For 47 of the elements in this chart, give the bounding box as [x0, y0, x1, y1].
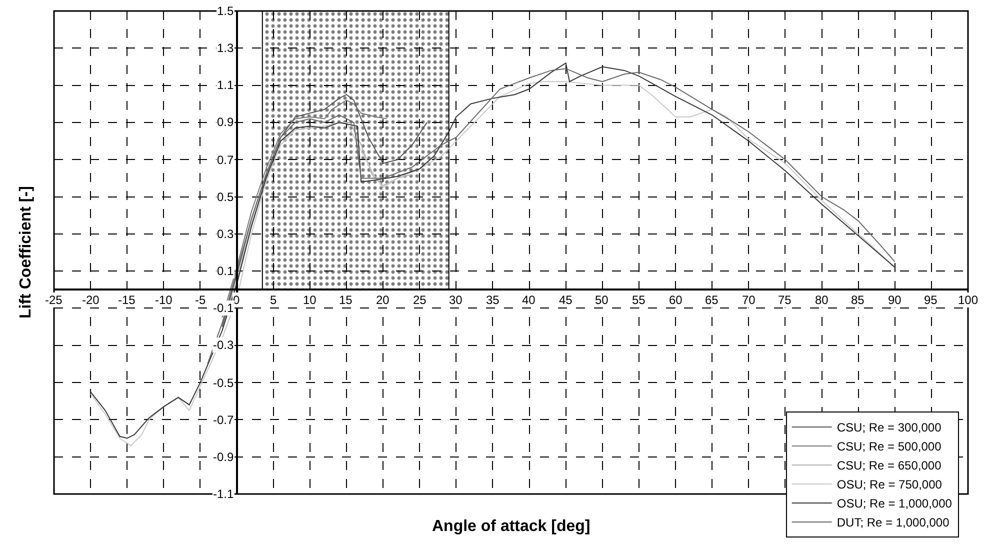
x-tick-label: 15 — [339, 293, 353, 307]
x-tick-label: 75 — [778, 293, 792, 307]
legend-label: CSU; Re = 300,000 — [836, 420, 942, 435]
x-tick-label: -20 — [82, 293, 100, 307]
x-tick-label: 85 — [851, 293, 865, 307]
x-tick-label: 30 — [449, 293, 463, 307]
y-tick-label: 1.1 — [217, 78, 234, 92]
x-axis-title: Angle of attack [deg] — [432, 518, 590, 535]
y-tick-label: 1.3 — [217, 41, 234, 55]
x-tick-label: 40 — [522, 293, 536, 307]
x-tick-label: 20 — [376, 293, 390, 307]
y-tick-label: 0.7 — [217, 153, 234, 167]
x-tick-label: 25 — [413, 293, 427, 307]
y-tick-label: -0.1 — [213, 301, 234, 315]
x-tick-label: 80 — [815, 293, 829, 307]
x-tick-label: 35 — [486, 293, 500, 307]
y-tick-label: 0.3 — [217, 227, 234, 241]
legend-label: CSU; Re = 500,000 — [836, 440, 942, 454]
y-tick-label: 1.5 — [217, 4, 234, 18]
x-tick-label: -5 — [195, 293, 206, 307]
y-tick-label: -1.1 — [213, 487, 234, 501]
y-tick-label: -0.7 — [213, 413, 234, 427]
x-tick-label: 70 — [742, 293, 756, 307]
y-tick-label: 0.5 — [217, 190, 234, 204]
y-tick-label: -0.9 — [213, 450, 234, 464]
x-tick-label: 60 — [669, 293, 683, 307]
y-tick-label: 0.1 — [217, 264, 234, 278]
x-tick-label: 55 — [632, 293, 646, 307]
legend-label: DUT; Re = 1,000,000 — [836, 516, 950, 530]
legend-label: OSU; Re = 1,000,000 — [836, 496, 952, 511]
x-tick-label: 45 — [559, 293, 573, 307]
x-tick-label: 5 — [270, 293, 277, 307]
x-tick-label: 50 — [595, 293, 609, 307]
x-tick-label: 100 — [958, 293, 978, 307]
legend-label: OSU; Re = 750,000 — [836, 478, 942, 492]
y-tick-label: -0.3 — [213, 338, 234, 352]
x-tick-label: 65 — [705, 293, 719, 307]
x-tick-label: -10 — [155, 293, 173, 307]
y-axis-title: Lift Coefficient [-] — [18, 186, 34, 318]
y-tick-label: -0.5 — [213, 376, 234, 390]
x-tick-label: -15 — [118, 293, 136, 307]
x-tick-label: 90 — [888, 293, 902, 307]
legend-label: CSU; Re = 650,000 — [836, 458, 942, 473]
x-tick-label: -25 — [45, 293, 63, 307]
y-tick-label: 0.9 — [217, 115, 234, 129]
x-tick-label: 95 — [924, 293, 938, 307]
x-tick-label: 10 — [303, 293, 317, 307]
